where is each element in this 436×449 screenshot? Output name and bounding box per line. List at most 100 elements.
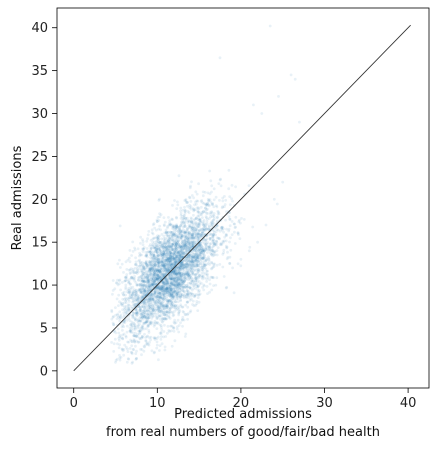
data-point bbox=[165, 258, 169, 262]
data-point bbox=[170, 301, 174, 305]
data-point bbox=[170, 234, 174, 238]
y-axis-title: Real admissions bbox=[10, 145, 25, 250]
data-point bbox=[190, 272, 194, 276]
data-point bbox=[183, 276, 187, 279]
data-point bbox=[122, 353, 126, 357]
data-point bbox=[183, 239, 187, 243]
data-point bbox=[123, 343, 127, 347]
data-point bbox=[157, 241, 161, 245]
data-point bbox=[173, 240, 177, 244]
data-point bbox=[198, 243, 202, 247]
data-point bbox=[218, 237, 222, 241]
outlier-point bbox=[260, 112, 264, 115]
data-point bbox=[176, 240, 179, 244]
data-point bbox=[210, 184, 214, 188]
data-point bbox=[234, 185, 238, 189]
data-point bbox=[201, 228, 205, 231]
outlier-point bbox=[189, 309, 193, 313]
data-point bbox=[185, 261, 188, 265]
data-point bbox=[201, 231, 204, 235]
data-point bbox=[208, 278, 211, 282]
data-point bbox=[176, 275, 180, 279]
data-point bbox=[184, 263, 187, 266]
data-point bbox=[158, 241, 162, 244]
data-point bbox=[156, 268, 160, 272]
data-point bbox=[182, 279, 186, 283]
data-point bbox=[173, 321, 177, 325]
data-point bbox=[155, 275, 158, 279]
data-point bbox=[132, 300, 136, 303]
data-point bbox=[167, 260, 171, 264]
data-point bbox=[177, 264, 181, 268]
data-point bbox=[185, 201, 188, 204]
data-point bbox=[196, 225, 200, 229]
data-point bbox=[184, 266, 188, 270]
data-point bbox=[165, 231, 169, 235]
data-point bbox=[147, 316, 151, 320]
data-point bbox=[147, 230, 151, 233]
data-point bbox=[174, 229, 178, 233]
outlier-point bbox=[218, 56, 222, 60]
data-point bbox=[153, 282, 157, 286]
data-point bbox=[141, 284, 145, 288]
data-point bbox=[128, 272, 132, 275]
data-point bbox=[140, 327, 144, 330]
data-point bbox=[179, 245, 183, 249]
data-point bbox=[151, 282, 155, 286]
data-point bbox=[173, 295, 177, 298]
data-point bbox=[154, 296, 158, 299]
data-point bbox=[190, 261, 194, 265]
data-point bbox=[198, 274, 202, 278]
data-point bbox=[150, 287, 154, 291]
data-point bbox=[196, 210, 200, 214]
data-point bbox=[194, 277, 198, 281]
data-point bbox=[167, 268, 171, 272]
data-point bbox=[132, 291, 135, 295]
data-point bbox=[170, 235, 174, 239]
data-point bbox=[158, 212, 162, 216]
data-point bbox=[161, 289, 165, 293]
data-point bbox=[166, 247, 170, 251]
data-point bbox=[187, 211, 191, 215]
data-point bbox=[201, 269, 205, 273]
data-point bbox=[200, 231, 204, 235]
data-point bbox=[144, 321, 148, 325]
data-point bbox=[168, 291, 172, 295]
data-point bbox=[142, 271, 145, 275]
data-point bbox=[168, 308, 172, 311]
data-point bbox=[175, 251, 179, 255]
data-point bbox=[127, 268, 131, 272]
data-point bbox=[212, 262, 216, 266]
data-point bbox=[187, 268, 191, 272]
data-point bbox=[190, 294, 193, 298]
data-point bbox=[169, 277, 173, 280]
data-point bbox=[196, 278, 199, 281]
data-point bbox=[128, 290, 132, 294]
data-point bbox=[156, 279, 160, 283]
data-point bbox=[174, 279, 178, 282]
data-point bbox=[118, 258, 121, 262]
data-point bbox=[166, 226, 169, 230]
data-point bbox=[210, 288, 214, 292]
data-point bbox=[164, 282, 168, 286]
data-point bbox=[158, 269, 162, 272]
data-point bbox=[188, 281, 192, 285]
data-point bbox=[160, 320, 164, 323]
data-point bbox=[114, 306, 117, 309]
data-point bbox=[187, 235, 191, 239]
data-point bbox=[221, 199, 225, 203]
data-point bbox=[193, 260, 197, 264]
data-point bbox=[126, 296, 130, 300]
data-point bbox=[218, 243, 222, 246]
data-point bbox=[184, 232, 188, 236]
data-point bbox=[140, 264, 144, 267]
data-point bbox=[158, 270, 161, 274]
data-point bbox=[212, 205, 216, 209]
data-point bbox=[173, 284, 176, 288]
data-point bbox=[194, 262, 198, 265]
data-point bbox=[162, 262, 166, 265]
data-point bbox=[186, 263, 190, 267]
data-point bbox=[190, 229, 194, 233]
data-point bbox=[160, 317, 164, 321]
data-point bbox=[188, 245, 192, 249]
